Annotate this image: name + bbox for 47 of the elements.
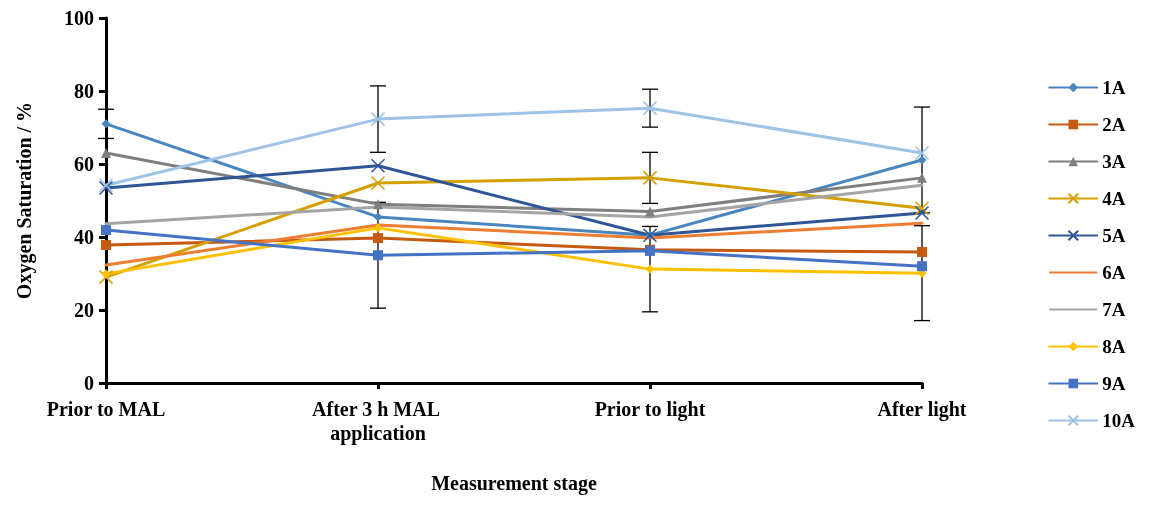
y-tick-label: 40 [74,226,94,248]
point [917,261,927,272]
y-tick-label: 100 [64,7,94,29]
point [98,269,114,285]
point [101,240,111,251]
point [373,199,383,210]
point [642,100,658,116]
x-tick-label: After light [877,398,967,421]
point [370,111,386,127]
point [101,148,111,159]
legend-label: 9A [1102,373,1126,394]
x-tick-label: After 3 h MAL application [312,398,444,445]
legend-label: 2A [1102,114,1126,135]
legend-label: 5A [1102,225,1126,246]
legend-label: 3A [1102,151,1126,172]
legend-label: 6A [1102,262,1126,283]
point [101,225,111,236]
point [914,200,930,216]
x-tick-label: Prior to MAL [46,398,166,420]
point [914,145,930,161]
point [642,170,658,186]
y-tick-label: 0 [84,372,94,394]
point [373,233,383,244]
point [917,246,927,257]
point [373,223,383,233]
point [370,175,386,191]
point [370,158,386,174]
legend-label: 1A [1102,77,1126,98]
legend-label: 7A [1102,299,1126,320]
point [373,250,383,261]
legend-label: 8A [1102,336,1126,357]
point [373,212,383,222]
x-axis-title: Measurement stage [431,472,597,495]
point [914,205,930,221]
point [645,264,655,274]
y-tick-label: 60 [74,153,94,175]
y-axis-title: Oxygen Saturation / % [13,101,36,300]
legend-label: 4A [1102,188,1126,209]
point [917,172,927,183]
point [101,119,111,129]
y-tick-label: 20 [74,299,94,321]
point [101,269,111,279]
legend-label: 10A [1102,410,1136,431]
x-tick-label: Prior to light [594,398,706,421]
point [917,155,927,165]
point [645,206,655,217]
y-tick-label: 80 [74,80,94,102]
